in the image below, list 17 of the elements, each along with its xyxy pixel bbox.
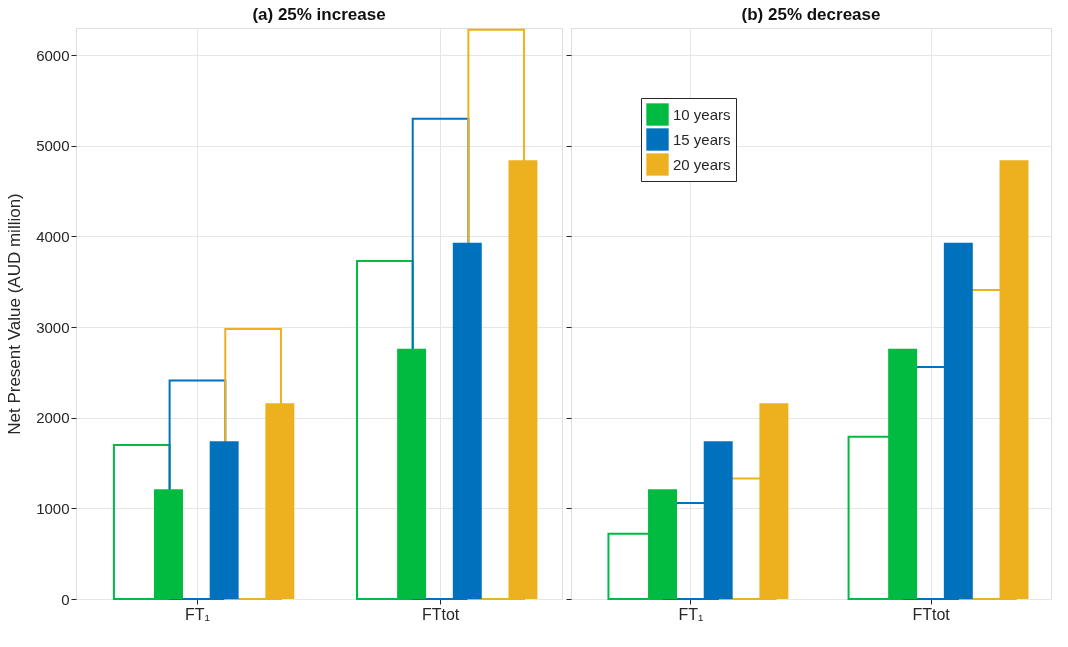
legend-label: 15 years bbox=[673, 130, 731, 148]
chart-title: (a) 25% increase bbox=[252, 5, 386, 24]
y-axis-title: Net Present Value (AUD million) bbox=[5, 193, 25, 435]
y-tick-label: 1000 bbox=[36, 499, 70, 517]
chart-title: (b) 25% decrease bbox=[741, 5, 881, 24]
y-tick-label: 3000 bbox=[36, 318, 70, 336]
y-tick-label: 6000 bbox=[36, 46, 70, 64]
x-tick-label: FT₁ bbox=[184, 605, 210, 623]
y-tick-label: 2000 bbox=[36, 409, 70, 427]
y-tick-label: 0 bbox=[61, 590, 70, 608]
legend-label: 20 years bbox=[673, 155, 731, 173]
x-tick-label: FTtot bbox=[421, 605, 460, 623]
legend-label: 10 years bbox=[673, 105, 731, 123]
y-tick-label: 4000 bbox=[36, 227, 70, 245]
y-tick-label: 5000 bbox=[36, 137, 70, 155]
x-tick-label: FTtot bbox=[912, 605, 951, 623]
x-tick-label: FT₁ bbox=[678, 605, 704, 623]
